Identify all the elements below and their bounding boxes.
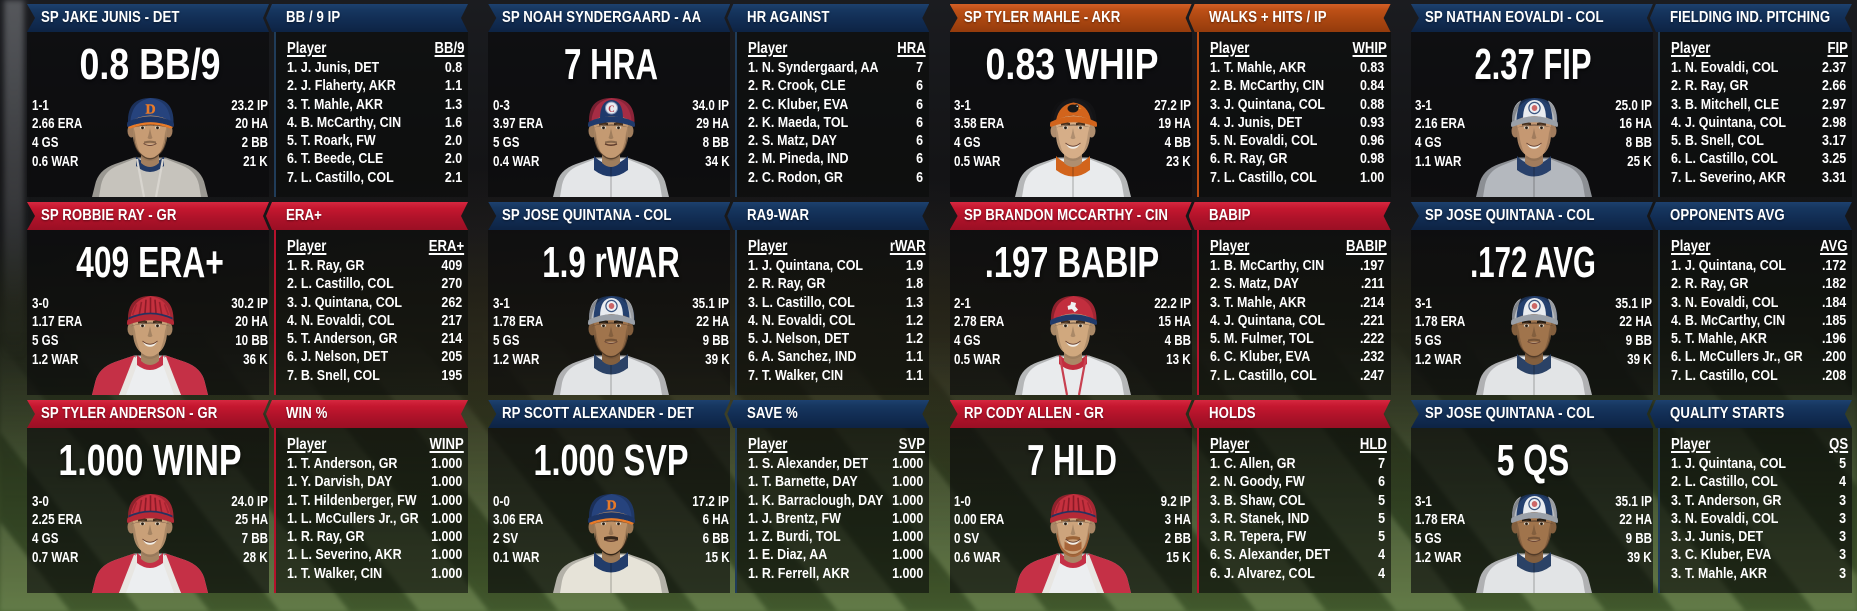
svg-text:D: D: [145, 103, 155, 118]
svg-text:D: D: [607, 499, 617, 514]
svg-text:C: C: [609, 104, 616, 114]
